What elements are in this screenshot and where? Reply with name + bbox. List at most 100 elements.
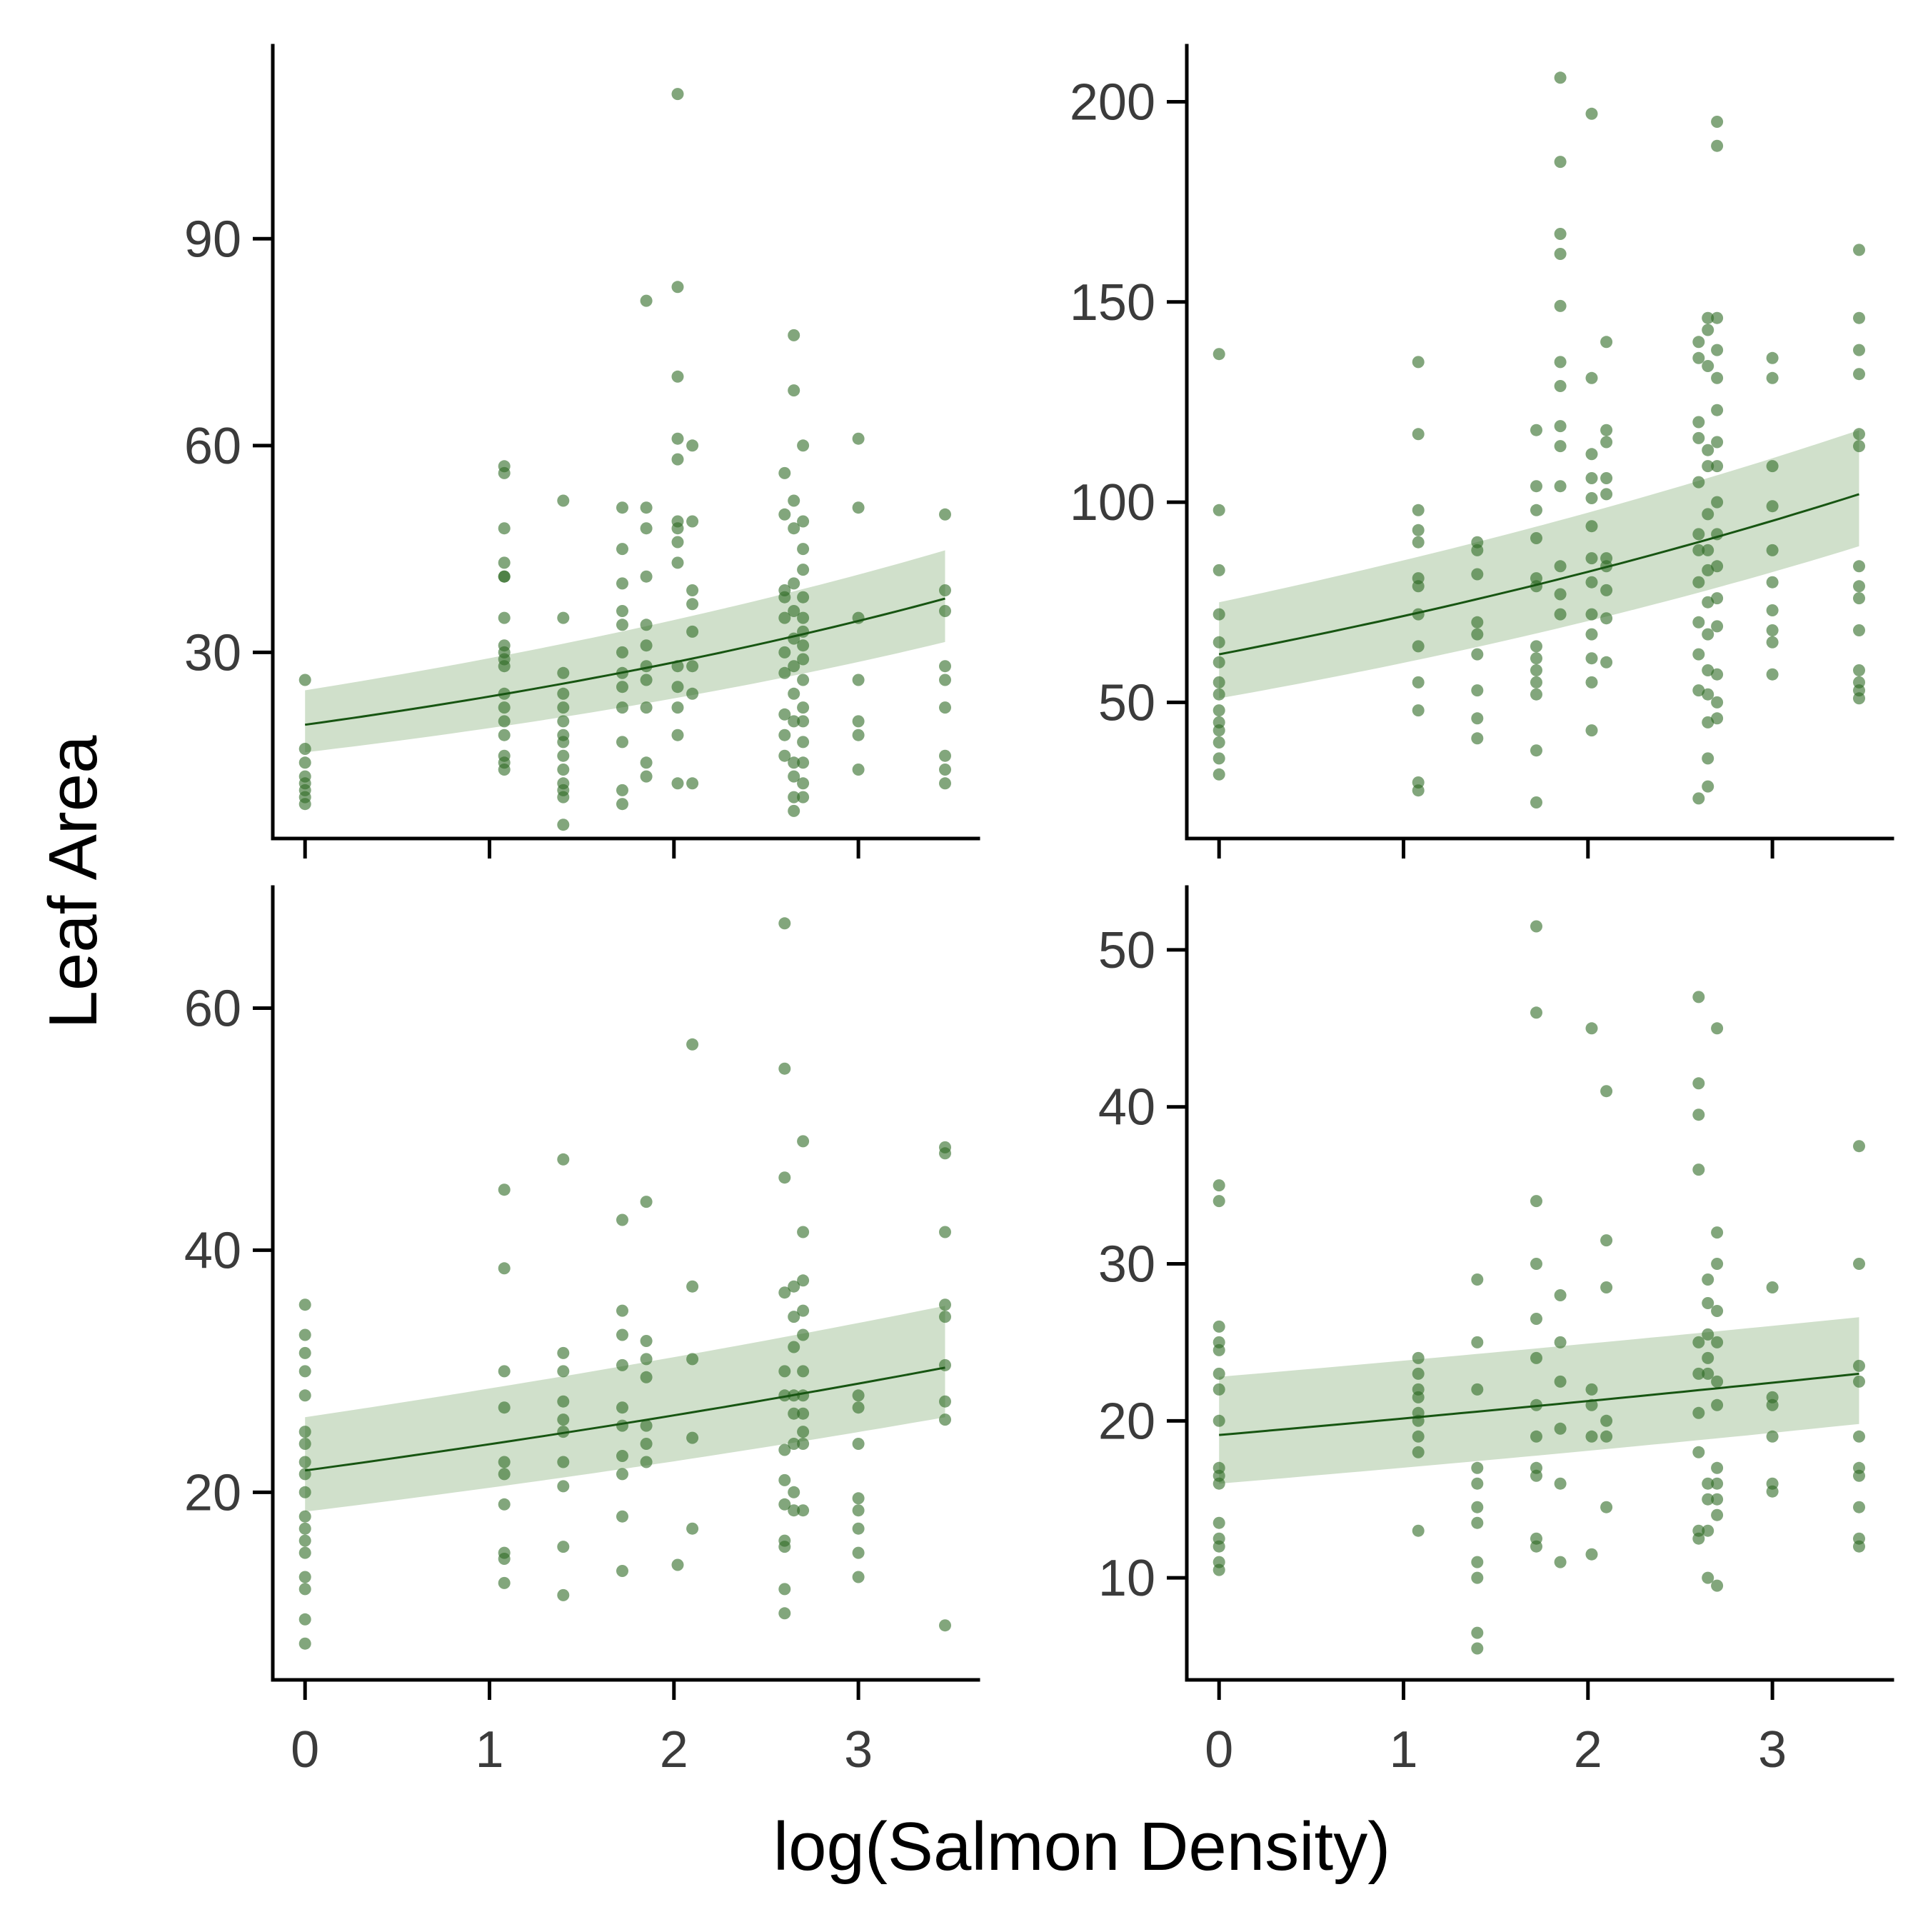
x-tick-label: 2 (1574, 1721, 1602, 1778)
data-point (1412, 536, 1425, 549)
data-point (557, 1456, 570, 1468)
data-point (298, 1298, 311, 1311)
data-point (1711, 1305, 1724, 1317)
axis-lines (1185, 44, 1894, 841)
data-point (1702, 716, 1714, 729)
data-point (1692, 684, 1705, 697)
data-point (1766, 544, 1779, 556)
data-point (1766, 1430, 1779, 1443)
data-point (1212, 1540, 1225, 1553)
data-point (1711, 1508, 1724, 1521)
data-point (778, 666, 791, 679)
data-point (797, 611, 810, 624)
data-point (939, 1226, 951, 1238)
data-point (1692, 431, 1705, 444)
y-axis-title: Leaf Area (35, 735, 111, 1029)
data-point (1412, 1430, 1425, 1443)
data-point (778, 591, 791, 604)
data-point (1692, 616, 1705, 629)
data-point (1853, 1375, 1865, 1388)
data-point (640, 619, 653, 631)
data-point (797, 674, 810, 686)
x-tick-label: 3 (1758, 1721, 1787, 1778)
data-point (498, 729, 511, 741)
data-point (1711, 560, 1724, 573)
data-point (797, 1328, 810, 1341)
data-point (1585, 1383, 1598, 1396)
scatter-points (298, 88, 951, 831)
data-point (498, 466, 511, 479)
data-point (1585, 472, 1598, 484)
data-point (852, 715, 865, 728)
data-point (640, 1196, 653, 1208)
data-point (939, 777, 951, 790)
y-tick-label: 100 (1070, 474, 1155, 531)
axis-lines (271, 885, 980, 1682)
data-point (686, 515, 699, 528)
data-point (1711, 592, 1724, 605)
data-point (616, 681, 628, 694)
data-point (686, 1038, 699, 1051)
data-point (1554, 420, 1567, 433)
data-point (1212, 752, 1225, 765)
y-tick-label: 40 (1098, 1079, 1155, 1136)
data-point (1702, 664, 1714, 676)
data-point (1471, 1571, 1484, 1584)
data-point (1212, 1383, 1225, 1396)
data-point (1554, 608, 1567, 621)
data-point (1766, 624, 1779, 636)
data-point (640, 1335, 653, 1347)
data-point (1530, 1351, 1542, 1364)
data-point (1412, 428, 1425, 441)
data-point (298, 1522, 311, 1535)
data-point (1711, 1226, 1724, 1239)
data-point (686, 1280, 699, 1293)
data-point (298, 1613, 311, 1626)
y-tick-label: 10 (1098, 1550, 1155, 1607)
data-point (1766, 636, 1779, 649)
data-point (1212, 1343, 1225, 1356)
data-point (616, 1450, 628, 1462)
data-point (498, 1262, 511, 1275)
data-point (797, 736, 810, 749)
data-point (788, 756, 800, 769)
data-point (1600, 1414, 1613, 1427)
data-point (616, 1358, 628, 1371)
data-point (616, 646, 628, 659)
data-point (671, 681, 684, 694)
data-point (797, 1135, 810, 1148)
data-point (640, 1456, 653, 1468)
panel-top-right: 50 100 150 200 (1070, 44, 1894, 859)
data-point (1212, 564, 1225, 576)
data-point (1766, 500, 1779, 513)
data-point (1692, 1367, 1705, 1380)
data-point (1853, 368, 1865, 381)
data-point (498, 522, 511, 535)
y-tick-label: 60 (184, 980, 241, 1037)
data-point (298, 756, 311, 769)
data-point (557, 1588, 570, 1601)
data-point (778, 508, 791, 521)
data-point (1702, 444, 1714, 456)
data-point (1711, 1461, 1724, 1474)
data-point (1471, 712, 1484, 725)
data-point (1585, 608, 1598, 621)
data-point (1853, 692, 1865, 705)
data-point (788, 1504, 800, 1517)
data-point (1853, 1469, 1865, 1482)
data-point (1554, 248, 1567, 260)
data-point (1692, 1077, 1705, 1090)
data-point (298, 674, 311, 686)
data-point (1412, 640, 1425, 653)
data-point (1600, 1501, 1613, 1513)
data-point (1853, 580, 1865, 593)
data-point (1853, 1258, 1865, 1270)
data-point (1766, 1485, 1779, 1498)
data-point (1554, 1336, 1567, 1348)
data-point (616, 1213, 628, 1226)
data-point (671, 729, 684, 741)
data-point (557, 687, 570, 700)
data-point (1600, 336, 1613, 349)
data-point (797, 564, 810, 576)
data-point (498, 715, 511, 728)
